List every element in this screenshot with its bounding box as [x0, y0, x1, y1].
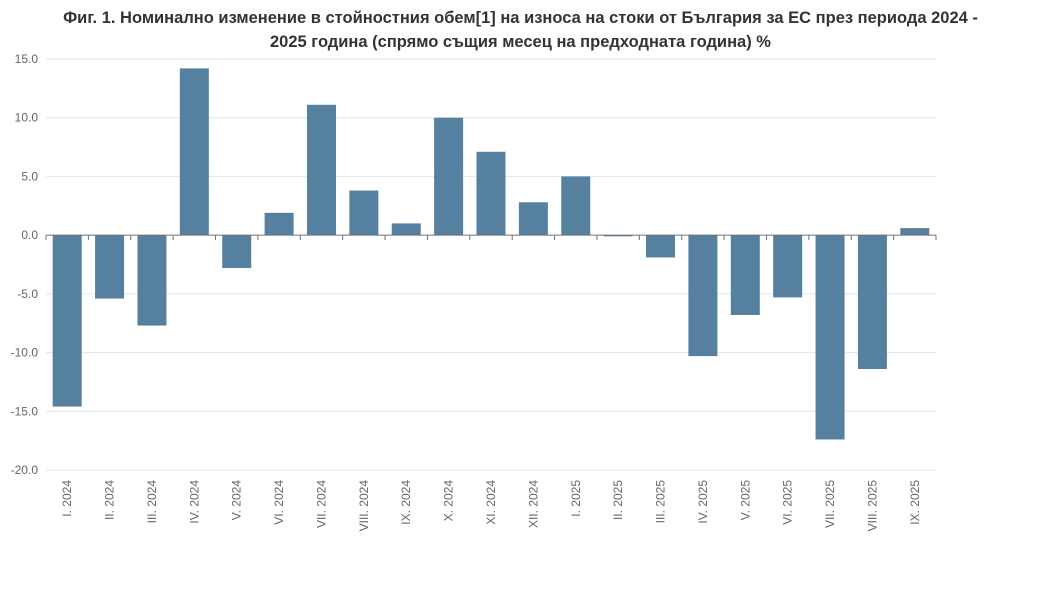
bar [52, 235, 82, 407]
bar [95, 235, 125, 299]
bar [900, 228, 930, 236]
y-tick-label: 15.0 [15, 52, 39, 66]
x-tick-label: IX. 2024 [399, 480, 413, 525]
bar [349, 190, 379, 236]
y-tick-label: -5.0 [17, 287, 38, 301]
y-tick-label: -15.0 [11, 404, 39, 418]
bar [646, 235, 676, 258]
bar [306, 104, 336, 236]
bar [857, 235, 887, 370]
x-tick-label: IX. 2025 [908, 480, 922, 525]
bar [222, 235, 252, 269]
chart-title-line1: Фиг. 1. Номинално изменение в стойностни… [63, 9, 978, 27]
x-tick-label: VI. 2024 [272, 480, 286, 525]
x-tick-label: IV. 2025 [696, 480, 710, 524]
bar [561, 176, 591, 236]
chart-title: Фиг. 1. Номинално изменение в стойностни… [0, 6, 1041, 54]
chart-title-line2: 2025 година (спрямо същия месец на предх… [270, 33, 771, 51]
x-tick-label: III. 2024 [145, 480, 159, 524]
bar [179, 68, 209, 236]
x-tick-label: VII. 2024 [314, 480, 328, 528]
x-tick-label: V. 2024 [230, 480, 244, 521]
y-tick-label: 5.0 [21, 169, 38, 183]
x-tick-label: II. 2024 [103, 480, 117, 520]
y-tick-label: 0.0 [21, 228, 38, 242]
x-tick-label: VII. 2025 [823, 480, 837, 528]
x-tick-label: VIII. 2025 [865, 480, 879, 532]
x-tick-label: III. 2025 [654, 480, 668, 524]
x-tick-label: XII. 2024 [526, 480, 540, 528]
x-tick-label: VI. 2025 [781, 480, 795, 525]
x-tick-label: V. 2025 [738, 480, 752, 521]
bar [773, 235, 803, 298]
y-tick-label: -10.0 [11, 346, 39, 360]
bar [815, 235, 845, 440]
x-tick-label: X. 2024 [442, 480, 456, 522]
bar [264, 212, 294, 236]
bar [730, 235, 760, 315]
bar [688, 235, 718, 357]
y-tick-label: 10.0 [15, 111, 39, 125]
bar [137, 235, 167, 326]
bar [391, 223, 421, 236]
bar [603, 235, 633, 237]
x-tick-label: IV. 2024 [187, 480, 201, 524]
bar [518, 202, 548, 236]
bar [434, 117, 464, 236]
x-tick-label: VIII. 2024 [357, 480, 371, 532]
x-tick-label: II. 2025 [611, 480, 625, 520]
y-tick-label: -20.0 [11, 463, 39, 477]
x-tick-label: I. 2025 [569, 480, 583, 517]
x-tick-label: XI. 2024 [484, 480, 498, 525]
bar [476, 151, 506, 236]
x-tick-label: I. 2024 [60, 480, 74, 517]
